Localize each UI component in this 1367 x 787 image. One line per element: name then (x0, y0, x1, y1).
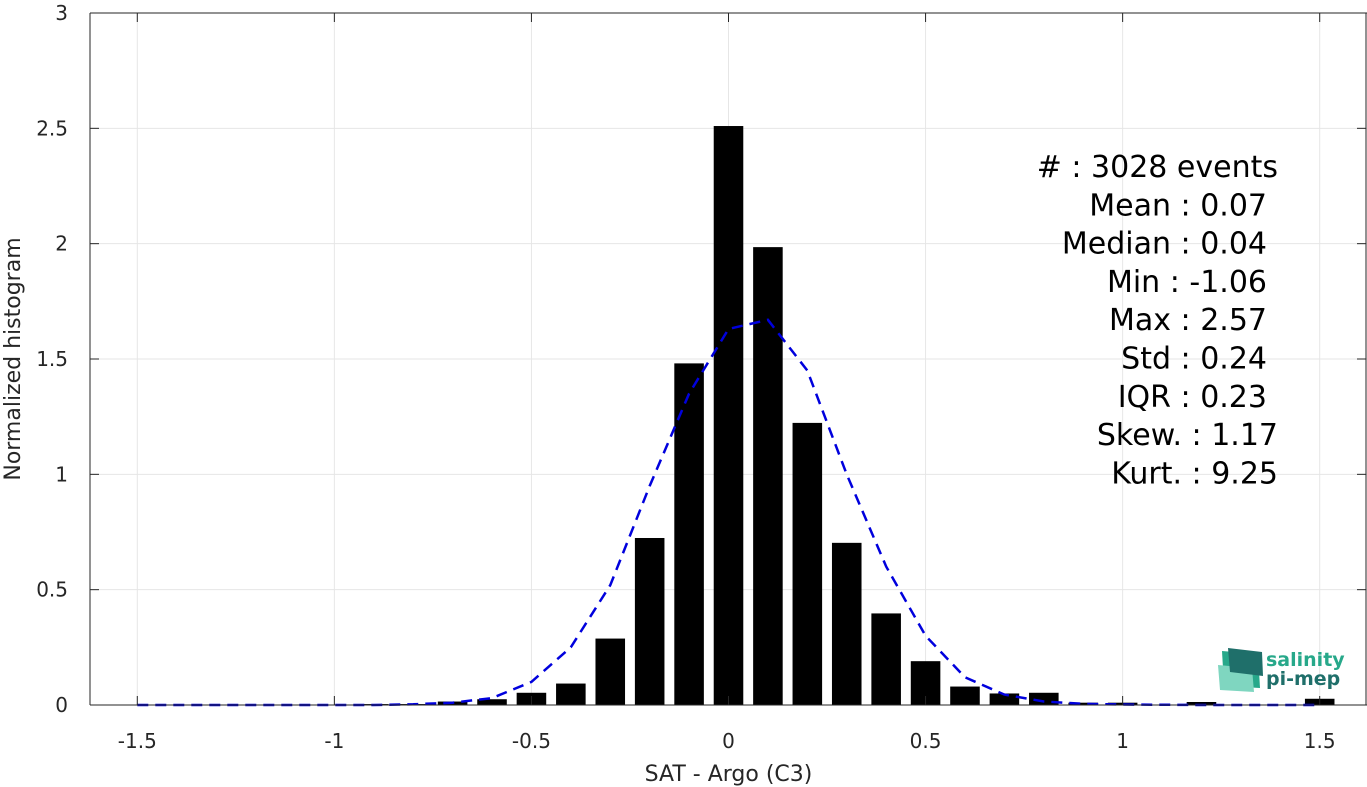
y-tick-label: 1 (55, 462, 68, 486)
histogram-bar (674, 363, 704, 705)
y-tick-label: 2 (55, 232, 68, 256)
x-tick-label: 1 (1116, 729, 1129, 753)
x-tick-label: 0 (722, 729, 735, 753)
x-tick-label: -0.5 (512, 729, 551, 753)
histogram-bar (1068, 702, 1099, 705)
stat-line: Mean : 0.07 (1089, 188, 1267, 223)
histogram-bar (792, 422, 823, 705)
histogram-bar (1029, 692, 1059, 705)
histogram-bar (556, 683, 586, 705)
histogram-bar (713, 126, 744, 705)
stat-line: Median : 0.04 (1062, 227, 1267, 262)
histogram-bar (989, 693, 1020, 705)
axes (89, 12, 1367, 706)
y-tick-label: 1.5 (36, 347, 68, 371)
stat-line: Std : 0.24 (1121, 342, 1267, 377)
fit-curve (137, 318, 1320, 707)
salinity-pi-mep-logo: salinity pi-mep (1218, 648, 1345, 692)
y-axis-label: Normalized histogram (1, 237, 26, 480)
stat-line: Min : -1.06 (1107, 265, 1267, 300)
histogram-bar (634, 537, 665, 705)
logo-text-line1: salinity (1266, 649, 1345, 671)
histogram-bar (477, 699, 507, 705)
histogram-bar (753, 247, 783, 706)
histogram-bar (871, 613, 901, 705)
y-tick-label: 3 (55, 1, 68, 25)
stat-line: # : 3028 events (1037, 150, 1278, 185)
y-tick-label: 2.5 (36, 116, 68, 140)
histogram-bar (831, 542, 862, 705)
x-tick-label: 1.5 (1304, 729, 1336, 753)
logo-wave-shape (1228, 648, 1263, 676)
stat-line: IQR : 0.23 (1118, 380, 1267, 415)
logo-text-line2: pi-mep (1266, 668, 1340, 690)
x-axis-label: SAT - Argo (C3) (645, 762, 813, 787)
histogram-bars (358, 126, 1335, 706)
y-tick-labels: 0 0.5 1 1.5 2 2.5 3 (36, 1, 68, 717)
logo-icon (1218, 648, 1263, 692)
y-tick-label: 0.5 (36, 578, 68, 602)
x-tick-labels: -1.5 -1 -0.5 0 0.5 1 1.5 (118, 729, 1336, 753)
histogram-bar (1186, 702, 1217, 705)
x-tick-label: -1 (324, 729, 344, 753)
x-tick-label: -1.5 (118, 729, 157, 753)
x-tick-label: 0.5 (910, 729, 942, 753)
histogram-bar (595, 638, 626, 705)
histogram-bar (950, 686, 980, 705)
stat-line: Skew. : 1.17 (1097, 418, 1278, 453)
stat-line: Kurt. : 9.25 (1111, 456, 1278, 491)
y-tick-label: 0 (55, 693, 68, 717)
stat-line: Max : 2.57 (1109, 303, 1267, 338)
